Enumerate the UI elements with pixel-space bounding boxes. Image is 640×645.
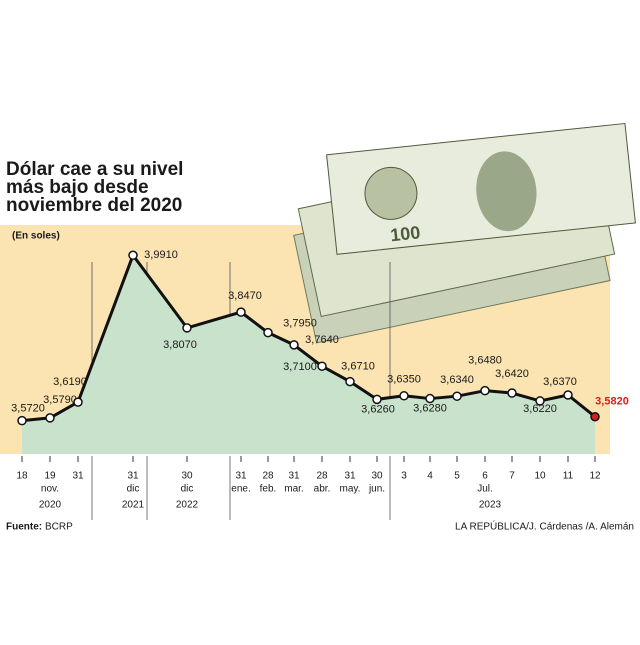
month-label: nov. bbox=[41, 484, 59, 495]
month-label: dic bbox=[181, 484, 194, 495]
year-label: 2021 bbox=[122, 500, 145, 511]
point bbox=[563, 390, 573, 400]
value-label: 3,6190 bbox=[53, 376, 87, 388]
value-label: 3,5790 bbox=[43, 394, 77, 406]
value-label: 3,6350 bbox=[387, 374, 421, 386]
month-label: mar. bbox=[284, 484, 303, 495]
value-label: 3,6480 bbox=[468, 355, 502, 367]
source-label: Fuente: bbox=[6, 522, 42, 533]
value-label: 3,6260 bbox=[361, 403, 395, 415]
point bbox=[128, 250, 138, 261]
value-label: 3,7640 bbox=[305, 334, 339, 346]
value-label: 3,7950 bbox=[283, 318, 317, 330]
month-label: may. bbox=[340, 484, 361, 495]
month-label: Jul. bbox=[477, 484, 493, 495]
x-tick-label: 31 bbox=[127, 471, 139, 482]
point bbox=[17, 415, 27, 426]
point bbox=[73, 397, 83, 407]
x-tick-label: 11 bbox=[563, 471, 574, 482]
year-label: 2023 bbox=[479, 500, 502, 511]
x-tick-label: 31 bbox=[344, 471, 356, 482]
chart-title: noviembre del 2020 bbox=[6, 195, 182, 216]
x-tick-label: 4 bbox=[427, 471, 433, 482]
x-tick-label: 12 bbox=[589, 471, 601, 482]
month-label: jun. bbox=[368, 484, 385, 495]
x-tick-label: 7 bbox=[509, 471, 515, 482]
x-tick-label: 28 bbox=[316, 471, 328, 482]
x-tick-label: 31 bbox=[72, 471, 84, 482]
money-illustration: 100 bbox=[250, 122, 640, 344]
value-label: 3,6340 bbox=[440, 374, 474, 386]
point bbox=[507, 388, 517, 398]
point bbox=[590, 411, 600, 422]
point bbox=[452, 391, 462, 401]
value-label: 3,6710 bbox=[341, 360, 375, 372]
svg-text:100: 100 bbox=[389, 222, 421, 245]
value-label: 3,6420 bbox=[495, 368, 529, 380]
value-label: 3,6280 bbox=[413, 402, 447, 414]
x-tick-label: 10 bbox=[534, 471, 546, 482]
value-label: 3,8070 bbox=[163, 339, 197, 351]
x-tick-label: 5 bbox=[454, 471, 460, 482]
x-tick-label: 19 bbox=[44, 471, 56, 482]
month-label: ene. bbox=[231, 484, 250, 495]
month-label: feb. bbox=[260, 484, 277, 495]
value-label: 3,5720 bbox=[11, 403, 45, 415]
chart-title: más bajo desde bbox=[6, 177, 149, 198]
point bbox=[317, 361, 327, 371]
x-tick-label: 30 bbox=[371, 471, 383, 482]
subtitle: (En soles) bbox=[12, 231, 60, 242]
point bbox=[535, 396, 545, 406]
source: BCRP bbox=[45, 522, 73, 533]
year-label: 2020 bbox=[39, 500, 62, 511]
x-tick-label: 18 bbox=[16, 471, 28, 482]
point bbox=[45, 413, 55, 423]
x-tick-label: 28 bbox=[262, 471, 274, 482]
point bbox=[236, 307, 246, 317]
x-tick-label: 3 bbox=[401, 471, 407, 482]
point bbox=[480, 385, 490, 396]
point bbox=[425, 393, 435, 404]
credit: LA REPÚBLICA/J. Cárdenas /A. Alemán bbox=[455, 520, 634, 533]
value-label: 3,9910 bbox=[144, 249, 178, 261]
x-tick-label: 6 bbox=[482, 471, 488, 482]
chart-title: Dólar cae a su nivel bbox=[6, 159, 183, 180]
area bbox=[22, 255, 595, 455]
point bbox=[345, 376, 355, 387]
value-label: 3,6370 bbox=[543, 376, 577, 388]
value-label: 3,5820 bbox=[595, 396, 629, 408]
value-label: 3,7100 bbox=[283, 361, 317, 373]
point bbox=[182, 323, 192, 333]
value-label: 3,8470 bbox=[228, 290, 262, 302]
point bbox=[372, 394, 382, 405]
year-label: 2022 bbox=[176, 500, 199, 511]
x-tick-label: 31 bbox=[288, 471, 300, 482]
month-label: dic bbox=[127, 484, 140, 495]
month-label: abr. bbox=[314, 484, 331, 495]
x-tick-label: 31 bbox=[235, 471, 247, 482]
point bbox=[263, 327, 273, 338]
point bbox=[289, 340, 299, 350]
x-tick-label: 30 bbox=[181, 471, 193, 482]
value-label: 3,6220 bbox=[523, 403, 557, 415]
point bbox=[399, 391, 409, 401]
